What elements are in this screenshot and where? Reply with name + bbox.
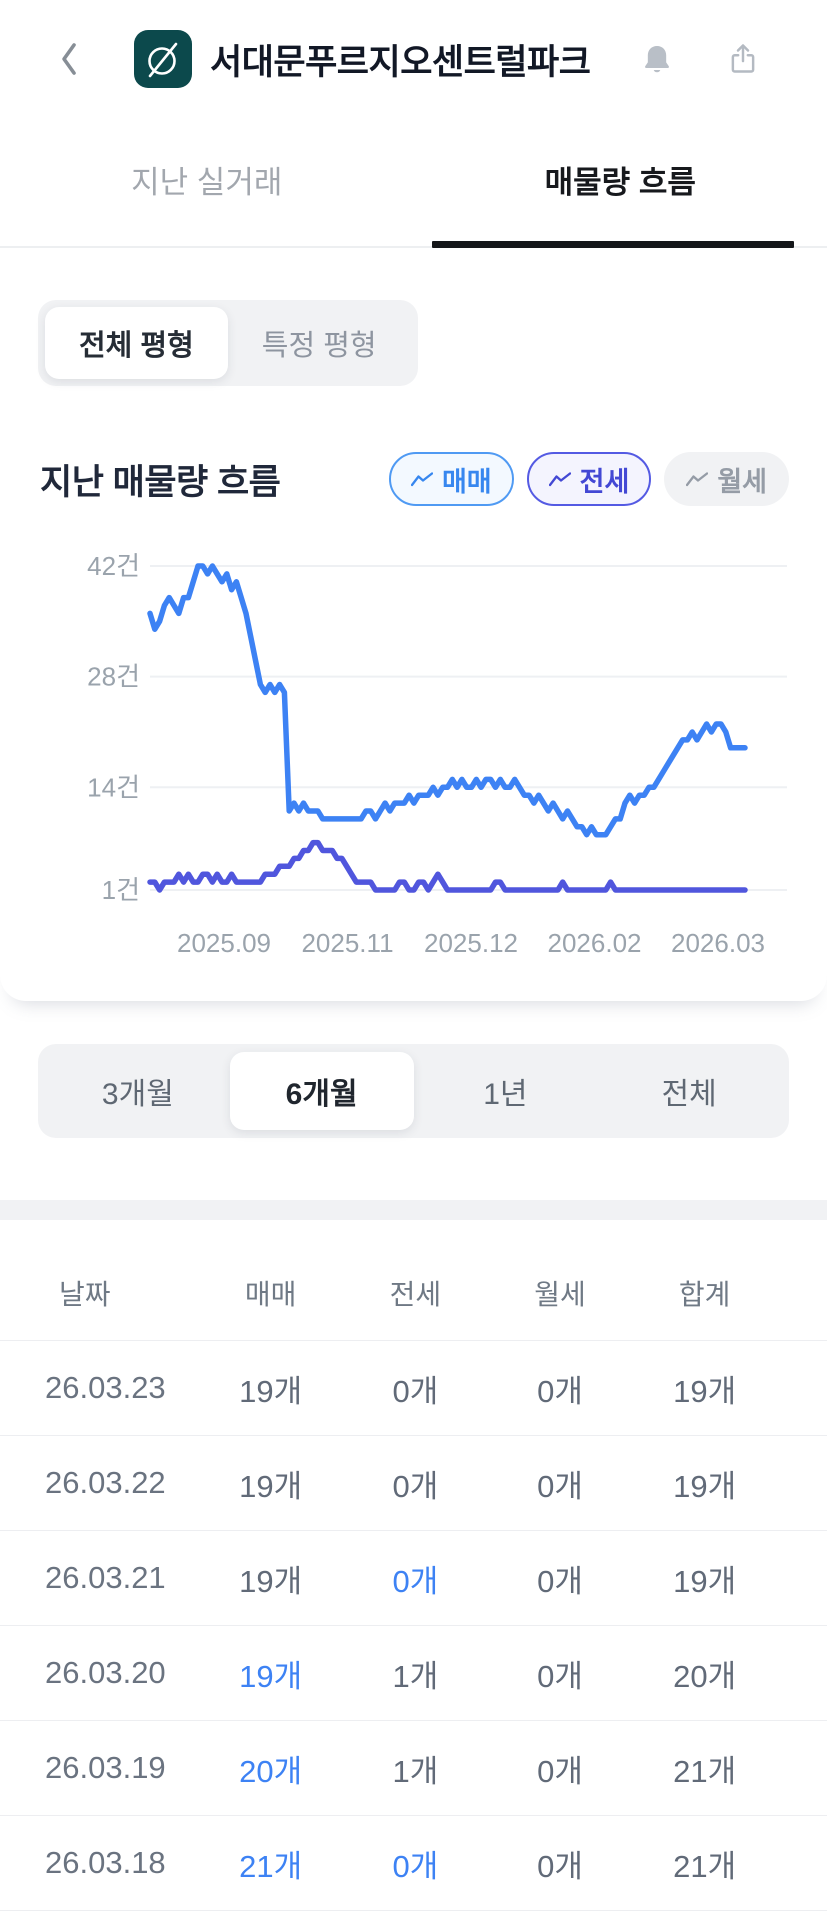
table-row: 26.03.23 19개 0개 0개 19개 (0, 1341, 827, 1436)
svg-text:42건: 42건 (87, 551, 140, 581)
share-button[interactable] (723, 37, 763, 81)
chart-area: 42건 28건 14건 1건 2025.09 2025.11 2025.12 2026.02 2… (0, 511, 827, 971)
row-cell: 0개 (537, 1753, 583, 1789)
row-date: 26.03.18 (45, 1845, 166, 1880)
row-date: 26.03.19 (45, 1750, 166, 1785)
table-row: 26.03.21 19개 0개 0개 19개 (0, 1531, 827, 1626)
legend-label: 전세 (579, 466, 630, 497)
svg-text:2026.03: 2026.03 (671, 928, 765, 958)
notification-button[interactable] (637, 37, 677, 81)
row-cell: 19개 (239, 1373, 303, 1409)
col-jeonse: 전세 (389, 1279, 442, 1310)
svg-text:2025.11: 2025.11 (301, 928, 393, 958)
section-header: 지난 매물량 흐름 매매 전세 월세 (0, 452, 827, 506)
legend-label: 매매 (441, 466, 492, 497)
tab-past-transactions[interactable]: 지난 실거래 (131, 164, 283, 200)
chevron-left-icon (62, 43, 76, 75)
legend-toggle-sale[interactable]: 매매 (388, 452, 514, 506)
size-filter-specific[interactable]: 특정 평형 (261, 330, 377, 362)
tab-bar: 지난 실거래 매물량 흐름 (0, 112, 827, 248)
row-cell: 21개 (673, 1753, 737, 1789)
table-header: 날짜 매매 전세 월세 합계 (0, 1220, 827, 1341)
size-filter: 전체 평형 특정 평형 (38, 300, 418, 386)
table-row: 26.03.18 21개 0개 0개 21개 (0, 1816, 827, 1911)
range-3m[interactable]: 3개월 (101, 1078, 174, 1111)
tab-listing-volume[interactable]: 매물량 흐름 (544, 164, 696, 200)
row-cell: 19개 (673, 1373, 737, 1409)
col-sale: 매매 (244, 1279, 297, 1310)
active-tab-underline (432, 241, 794, 248)
listings-table: 날짜 매매 전세 월세 합계 26.03.23 19개 0개 0개 19개 26.03.2… (0, 1220, 827, 1911)
back-button[interactable] (56, 37, 86, 81)
table-row: 26.03.20 19개 1개 0개 20개 (0, 1626, 827, 1721)
row-cell: 1개 (392, 1753, 439, 1789)
row-cell: 21개 (239, 1848, 303, 1884)
chart-legend: 매매 전세 월세 (388, 452, 789, 506)
app-header: 서대문푸르지오센트럴파크 (0, 0, 827, 112)
row-date: 26.03.23 (45, 1370, 166, 1405)
row-date: 26.03.20 (45, 1655, 166, 1690)
range-1y[interactable]: 1년 (483, 1078, 528, 1111)
svg-text:1건: 1건 (102, 875, 140, 905)
row-date: 26.03.22 (45, 1465, 166, 1500)
prugio-logo-icon (148, 42, 178, 78)
share-icon (731, 44, 755, 73)
row-cell: 20개 (673, 1658, 737, 1694)
row-cell: 1개 (392, 1658, 439, 1694)
row-cell: 0개 (392, 1848, 439, 1884)
page-title: 서대문푸르지오센트럴파크 (210, 42, 591, 82)
section-title: 지난 매물량 흐름 (40, 462, 281, 502)
row-cell: 0개 (537, 1468, 583, 1504)
svg-text:14건: 14건 (87, 772, 140, 802)
col-total: 합계 (678, 1279, 731, 1310)
size-filter-all[interactable]: 전체 평형 (45, 307, 228, 379)
range-all[interactable]: 전체 (661, 1078, 717, 1111)
row-cell: 21개 (673, 1848, 737, 1884)
trend-line-icon (686, 471, 709, 486)
row-cell: 0개 (392, 1468, 439, 1504)
row-cell: 0개 (537, 1658, 583, 1694)
svg-text:2025.12: 2025.12 (424, 928, 518, 958)
bell-icon (645, 45, 669, 73)
row-cell: 0개 (392, 1373, 439, 1409)
row-cell: 0개 (392, 1563, 439, 1599)
row-cell: 19개 (673, 1563, 737, 1599)
svg-text:2025.09: 2025.09 (177, 928, 271, 958)
range-selector: 3개월 6개월 1년 전체 (38, 1044, 789, 1138)
legend-toggle-jeonse[interactable]: 전세 (526, 452, 652, 506)
svg-text:28건: 28건 (87, 662, 140, 692)
row-cell: 19개 (239, 1563, 303, 1599)
complex-logo (134, 30, 192, 88)
row-date: 26.03.21 (45, 1560, 166, 1595)
trend-line-icon (410, 471, 433, 486)
trend-line-icon (548, 471, 571, 486)
table-body: 26.03.23 19개 0개 0개 19개 26.03.22 19개 0개 0개 19개 26.0… (0, 1341, 827, 1911)
row-cell: 0개 (537, 1563, 583, 1599)
section-divider (0, 1200, 827, 1220)
legend-label: 월세 (717, 466, 767, 497)
col-date: 날짜 (59, 1279, 111, 1310)
listing-volume-card: 전체 평형 특정 평형 지난 매물량 흐름 매매 전세 월세 (0, 248, 827, 1001)
range-6m[interactable]: 6개월 (229, 1052, 414, 1130)
table-row: 26.03.22 19개 0개 0개 19개 (0, 1436, 827, 1531)
col-monthly: 월세 (534, 1279, 586, 1310)
row-cell: 19개 (673, 1468, 737, 1504)
svg-text:2026.02: 2026.02 (548, 928, 642, 958)
row-cell: 20개 (239, 1753, 303, 1789)
row-cell: 0개 (537, 1373, 583, 1409)
row-cell: 19개 (239, 1468, 303, 1504)
volume-chart[interactable]: 42건 28건 14건 1건 2025.09 2025.11 2025.12 2026.02 2… (0, 511, 827, 971)
row-cell: 0개 (537, 1848, 583, 1884)
table-row: 26.03.19 20개 1개 0개 21개 (0, 1721, 827, 1816)
row-cell: 19개 (239, 1658, 303, 1694)
legend-toggle-monthly[interactable]: 월세 (664, 452, 789, 506)
